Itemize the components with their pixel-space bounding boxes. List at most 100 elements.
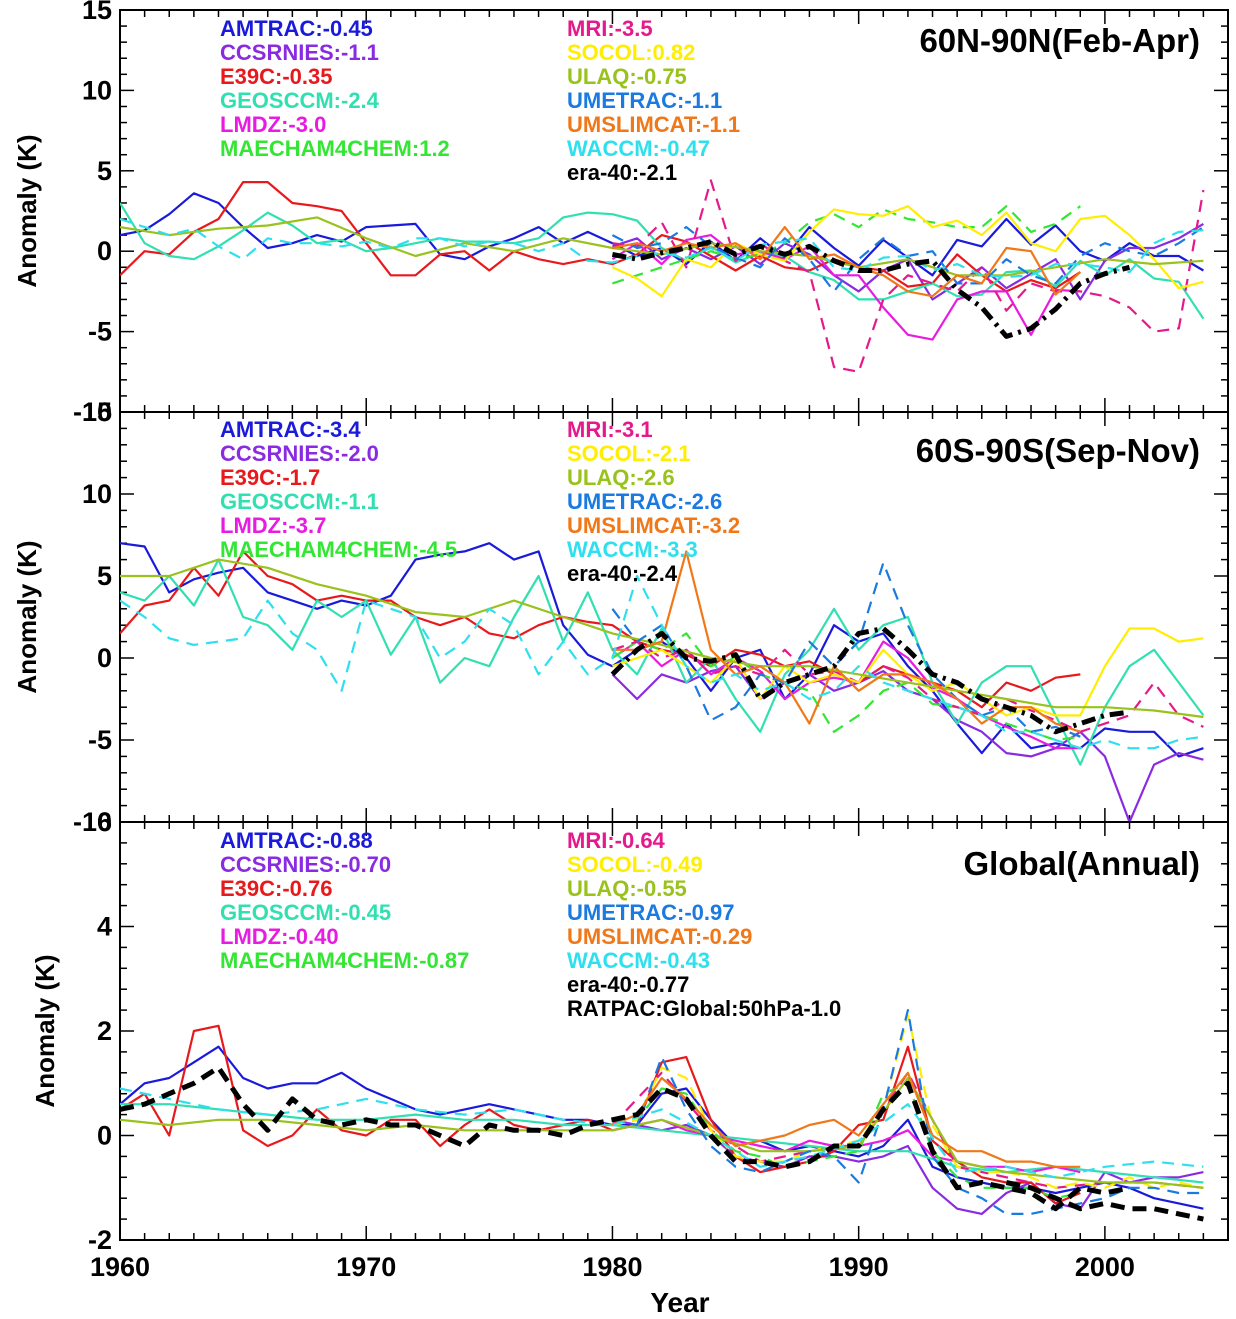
series-line-lmdz (611, 234, 1081, 341)
series-line-waccm (120, 217, 1204, 278)
legend-entry: AMTRAC:-0.88 (220, 828, 373, 853)
y-tick-label: -10 (73, 807, 112, 837)
legend-entry: WACCM:-3.3 (567, 537, 698, 562)
panel-title: 60S-90S(Sep-Nov) (916, 432, 1200, 469)
panel-3: -2 0 2 4 6 1960 1970 1980 1990 2000 Anomaly (K) Glo… (30, 807, 1229, 1282)
series-line-socol (612, 1014, 1204, 1189)
series-line-mri (612, 640, 1204, 733)
series-line-era-40 (120, 1065, 1131, 1212)
legend-entry: MAECHAM4CHEM:-0.87 (220, 948, 469, 973)
series-group (120, 1008, 1204, 1222)
series-line-amtrac (120, 1045, 1204, 1210)
legend-entry: E39C:-1.7 (220, 465, 320, 490)
legend-entry: era-40:-0.77 (567, 972, 689, 997)
legend-entry: MRI:-0.64 (567, 828, 666, 853)
series-group (120, 179, 1205, 373)
legend-entry: LMDZ:-3.7 (220, 513, 326, 538)
legend-entry: LMDZ:-0.40 (220, 924, 339, 949)
legend-entry: CCSRNIES:-0.70 (220, 852, 391, 877)
panel-2: -10 -5 0 5 10 15 Anomaly (K) 60S-90S(Sep-Nov) AM… (12, 397, 1229, 837)
y-tick-label: -10 (73, 397, 112, 427)
y-axis-label: Anomaly (K) (12, 134, 42, 287)
legend-entry: UMSLIMCAT:-0.29 (567, 924, 752, 949)
legend-entry: GEOSCCM:-1.1 (220, 489, 379, 514)
legend-entry: ULAQ:-0.55 (567, 876, 687, 901)
y-tick-label: 10 (82, 75, 112, 105)
legend-entry: SOCOL:-2.1 (567, 441, 690, 466)
legend-entry: AMTRAC:-0.45 (220, 16, 373, 41)
y-axis-label: Anomaly (K) (12, 540, 42, 693)
panel-1: -10 -5 0 5 10 15 Anomaly (K) 60N-90N(Feb-Apr) AM… (12, 0, 1229, 427)
legend-entry: SOCOL:0.82 (567, 40, 695, 65)
y-axis-label: Anomaly (K) (30, 954, 60, 1107)
series-line-lmdz (612, 1118, 1081, 1174)
legend-entry: WACCM:-0.43 (567, 948, 710, 973)
legend-entry: UMETRAC:-0.97 (567, 900, 734, 925)
series-line-umetrac (611, 561, 1081, 738)
series-line-maecham4chem (612, 205, 1081, 285)
panel-title: Global(Annual) (964, 845, 1200, 882)
y-tick-label: 5 (97, 561, 112, 591)
series-line-ratpac (1005, 1180, 1204, 1222)
y-tick-label: -2 (88, 1225, 112, 1255)
series-line-umetrac (612, 1008, 1204, 1216)
legend-entry: ULAQ:-0.75 (567, 64, 687, 89)
legend-entry: UMETRAC:-2.6 (567, 489, 722, 514)
panel-title: 60N-90N(Feb-Apr) (919, 22, 1200, 59)
x-tick-label: 1980 (582, 1252, 642, 1282)
legend-entry: CCSRNIES:-2.0 (220, 441, 379, 466)
legend-entry: E39C:-0.35 (220, 64, 333, 89)
series-line-geosccm (120, 558, 1205, 766)
legend-entry: RATPAC:Global:50hPa-1.0 (567, 996, 841, 1021)
legend-entry: AMTRAC:-3.4 (220, 417, 361, 442)
legend-entry: E39C:-0.76 (220, 876, 333, 901)
legend-entry: MRI:-3.1 (567, 417, 653, 442)
x-tick-label: 1990 (829, 1252, 889, 1282)
legend-entry: MAECHAM4CHEM:-4.5 (220, 537, 457, 562)
legend-entry: UMSLIMCAT:-3.2 (567, 513, 740, 538)
series-line-waccm (120, 574, 1204, 750)
series-line-waccm (120, 1087, 1204, 1179)
legend-entry: CCSRNIES:-1.1 (220, 40, 379, 65)
y-tick-label: 15 (82, 0, 112, 25)
series-line-e39c (120, 181, 1081, 293)
legend-entry: era-40:-2.1 (567, 160, 677, 185)
series-line-socol (612, 627, 1204, 717)
x-tick-label: 2000 (1075, 1252, 1135, 1282)
y-tick-label: 6 (97, 807, 112, 837)
series-line-ulaq (120, 558, 1204, 719)
legend-entry: SOCOL:-0.49 (567, 852, 703, 877)
legend-entry: era-40:-2.4 (567, 561, 678, 586)
legend-entry: MRI:-3.5 (567, 16, 653, 41)
y-tick-label: -5 (88, 317, 112, 347)
series-line-maecham4chem (611, 632, 1081, 742)
legend-entry: LMDZ:-3.0 (220, 112, 326, 137)
legend-entry: GEOSCCM:-2.4 (220, 88, 380, 113)
x-tick-label: 1960 (90, 1252, 150, 1282)
series-line-mri (612, 179, 1205, 373)
y-tick-label: 0 (97, 643, 112, 673)
y-tick-label: -5 (88, 725, 112, 755)
series-line-era-40 (611, 239, 1131, 339)
series-line-ulaq (120, 1076, 1204, 1189)
series-line-geosccm (120, 202, 1205, 320)
x-axis-label: Year (650, 1287, 709, 1318)
series-line-umslimcat (612, 550, 1081, 733)
y-tick-label: 5 (97, 156, 112, 186)
series-line-socol (611, 205, 1204, 298)
y-tick-label: 0 (97, 1121, 112, 1151)
legend-entry: UMSLIMCAT:-1.1 (567, 112, 740, 137)
legend-entry: UMETRAC:-1.1 (567, 88, 722, 113)
series-line-umslimcat (612, 226, 1082, 298)
legend-entry: GEOSCCM:-0.45 (220, 900, 391, 925)
series-group (120, 542, 1205, 822)
y-tick-label: 2 (97, 1016, 112, 1046)
panels: -10 -5 0 5 10 15 Anomaly (K) 60N-90N(Feb-Apr) AM… (12, 0, 1229, 1282)
y-tick-label: 4 (97, 912, 112, 942)
x-tick-label: 1970 (336, 1252, 396, 1282)
y-tick-label: 10 (82, 479, 112, 509)
legend-entry: WACCM:-0.47 (567, 136, 710, 161)
legend-entry: ULAQ:-2.6 (567, 465, 675, 490)
series-line-maecham4chem (612, 1082, 1081, 1200)
